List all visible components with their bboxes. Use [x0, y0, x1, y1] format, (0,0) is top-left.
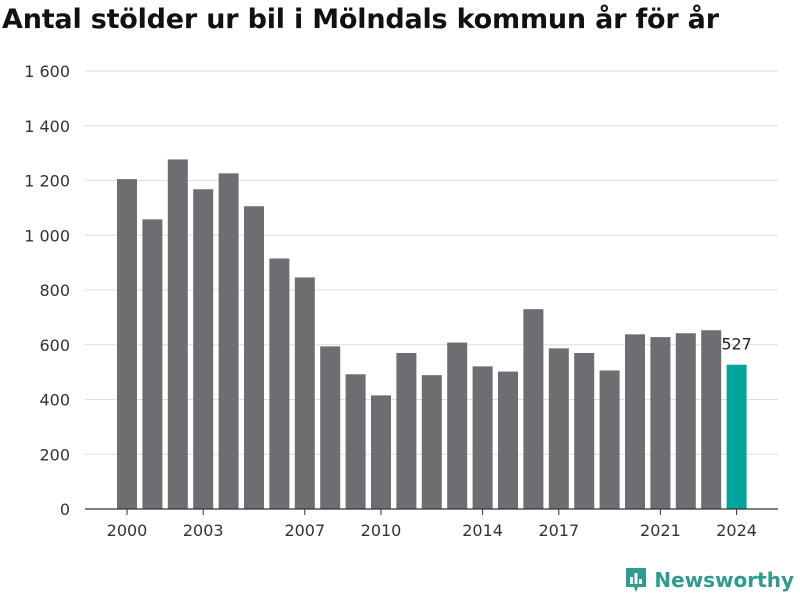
y-tick-label: 400	[39, 391, 70, 410]
bar-2006	[269, 258, 290, 509]
x-tick-label: 2003	[183, 521, 224, 540]
y-tick-label: 600	[39, 336, 70, 355]
y-tick-label: 200	[39, 445, 70, 464]
brand: Newsworthy	[624, 566, 794, 594]
bar-2003	[193, 189, 214, 509]
bar-2018	[574, 352, 595, 509]
y-tick-label: 1 400	[24, 117, 70, 136]
bar-2008	[320, 346, 341, 509]
y-tick-label: 1 000	[24, 226, 70, 245]
bar-2000	[117, 179, 137, 509]
newsworthy-logo-icon	[626, 568, 647, 592]
bar-2004	[218, 173, 239, 509]
y-tick-label: 1 200	[24, 172, 70, 191]
bar-2023	[701, 330, 722, 509]
bar-2016	[523, 309, 544, 509]
bar-2009	[345, 374, 366, 509]
bar-2024	[726, 364, 747, 509]
bar-2010	[371, 395, 391, 509]
bar-2005	[244, 206, 264, 510]
bar-2020	[625, 334, 645, 509]
bar-2017	[548, 348, 569, 509]
x-axis-ticks: 2000 2003 2007 2010 2014 2017 2021 2024	[107, 509, 757, 540]
x-tick-label: 2024	[716, 521, 757, 540]
y-tick-label: 800	[39, 281, 70, 300]
x-tick-label: 2007	[284, 521, 325, 540]
bar-2012	[421, 375, 442, 509]
bar-2001	[142, 219, 163, 509]
bars	[117, 159, 747, 510]
y-axis-ticks: 0 200 400 600 800 1 000 1 200 1 400 1 600	[24, 62, 70, 519]
highlight-data-label: 527	[721, 335, 752, 354]
bar-2007	[294, 277, 315, 509]
y-tick-label: 1 600	[24, 62, 70, 81]
bar-2019	[599, 370, 620, 509]
bar-2002	[167, 159, 188, 509]
x-tick-label: 2000	[107, 521, 148, 540]
bar-2013	[447, 342, 468, 509]
x-tick-label: 2017	[538, 521, 579, 540]
x-tick-label: 2014	[462, 521, 503, 540]
chart-title: Antal stölder ur bil i Mölndals kommun å…	[2, 4, 719, 35]
bar-2011	[396, 352, 417, 509]
y-tick-label: 0	[60, 500, 70, 519]
bar-2014	[472, 366, 493, 509]
bar-2022	[675, 333, 696, 509]
bar-2015	[498, 371, 518, 509]
x-tick-label: 2010	[361, 521, 402, 540]
brand-name: Newsworthy	[654, 568, 794, 592]
bar-2021	[650, 337, 671, 509]
x-tick-label: 2021	[640, 521, 681, 540]
